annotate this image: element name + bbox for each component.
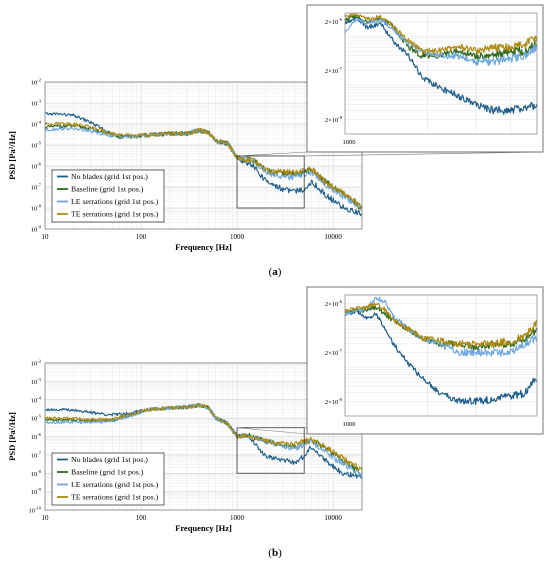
zoom-connector-line bbox=[304, 151, 544, 157]
y-tick-label: 10-3 bbox=[31, 99, 42, 108]
y-tick-label: 10-4 bbox=[31, 395, 42, 404]
y-tick-label: 10-9 bbox=[31, 487, 42, 496]
legend-label: LE serrations (grid 1st pos.) bbox=[71, 197, 159, 206]
legend-box bbox=[51, 452, 165, 506]
series-line bbox=[45, 403, 362, 473]
y-tick-label: 10-7 bbox=[31, 183, 42, 192]
inset-x-tick-label: 1000 bbox=[343, 421, 356, 428]
x-tick-label: 10 bbox=[42, 514, 50, 522]
y-tick-label: 10-8 bbox=[31, 469, 42, 478]
y-axis-title: PSD [Pa²/Hz] bbox=[7, 412, 17, 461]
x-tick-label: 1000 bbox=[230, 233, 245, 241]
zoom-connector-line bbox=[237, 427, 308, 435]
inset-y-tick-label: 2×10-6 bbox=[325, 299, 343, 308]
x-axis-title: Frequency [Hz] bbox=[175, 242, 232, 252]
inset-series-group bbox=[345, 296, 537, 405]
inset-series-line bbox=[345, 309, 537, 405]
legend-label: No blades (grid 1st pos.) bbox=[71, 172, 148, 181]
y-tick-label: 10-2 bbox=[31, 359, 41, 368]
y-tick-label: 10-3 bbox=[31, 377, 42, 386]
inset-chart: 2×10-6 2×10-7 2×10-8 1000 bbox=[306, 4, 544, 153]
series-line bbox=[45, 126, 362, 211]
series-line bbox=[45, 121, 362, 210]
y-tick-label: 10-6 bbox=[31, 162, 42, 171]
inset-y-tick-label: 2×10-7 bbox=[325, 66, 343, 75]
zoom-region-box bbox=[236, 155, 305, 209]
x-tick-label: 100 bbox=[136, 514, 147, 522]
legend-label: TE serrations (grid 1st pos.) bbox=[71, 493, 159, 502]
y-tick-label: 10-10 bbox=[29, 506, 42, 515]
legend: No blades (grid 1st pos.) Baseline (grid … bbox=[51, 169, 165, 223]
x-tick-label: 1000 bbox=[230, 514, 245, 522]
x-tick-label: 10000 bbox=[324, 514, 342, 522]
legend-box bbox=[51, 169, 165, 223]
inset-y-tick-label: 2×10-7 bbox=[325, 348, 343, 357]
y-tick-label: 10-7 bbox=[31, 450, 42, 459]
y-tick-label: 10-5 bbox=[31, 141, 42, 150]
legend: No blades (grid 1st pos.) Baseline (grid … bbox=[51, 452, 165, 506]
y-tick-label: 10-6 bbox=[31, 432, 42, 441]
panel-b-label: (b) bbox=[268, 547, 282, 559]
inset-y-tick-label: 2×10-6 bbox=[325, 17, 343, 26]
series-group bbox=[45, 112, 362, 217]
x-axis-title: Frequency [Hz] bbox=[175, 523, 232, 533]
inset-x-tick-label: 1000 bbox=[343, 139, 356, 146]
inset-series-line bbox=[345, 15, 537, 115]
inset-series-line bbox=[345, 296, 537, 357]
legend-label: TE serrations (grid 1st pos.) bbox=[71, 210, 159, 219]
legend-label: Baseline (grid 1st pos.) bbox=[71, 468, 144, 477]
inset-frame-outer bbox=[306, 286, 544, 435]
legend-label: LE serrations (grid 1st pos.) bbox=[71, 480, 159, 489]
x-tick-label: 10000 bbox=[324, 233, 342, 241]
x-tick-label: 10 bbox=[42, 233, 50, 241]
legend-label: No blades (grid 1st pos.) bbox=[71, 455, 148, 464]
panel-b-chart: 10 100 1000 10000 10-2 10-3 10-4 10-5 10-6 10-7 10… bbox=[7, 286, 544, 533]
inset-y-tick-label: 2×10-8 bbox=[325, 115, 343, 124]
y-axis-title: PSD [Pa²/Hz] bbox=[7, 131, 17, 180]
y-tick-label: 10-4 bbox=[31, 120, 42, 129]
inset-chart: 2×10-6 2×10-7 2×10-8 1000 bbox=[306, 286, 544, 435]
inset-series-line bbox=[345, 305, 537, 351]
zoom-region-box bbox=[236, 427, 305, 474]
series-group bbox=[45, 403, 362, 479]
y-tick-label: 10-2 bbox=[31, 78, 41, 87]
y-tick-label: 10-9 bbox=[31, 225, 42, 234]
x-tick-label: 100 bbox=[136, 233, 147, 241]
zoom-connector-line bbox=[237, 151, 308, 157]
inset-plot-frame bbox=[344, 294, 538, 417]
y-tick-label: 10-5 bbox=[31, 414, 42, 423]
plot-frame bbox=[44, 81, 363, 230]
inset-series-group bbox=[345, 13, 537, 115]
inset-series-line bbox=[345, 302, 537, 348]
panel-a-chart: 10 100 1000 10000 10-2 10-3 10-4 10-5 10-6 10-7 10… bbox=[7, 4, 544, 252]
y-tick-label: 10-8 bbox=[31, 204, 42, 213]
panel-a-label: (a) bbox=[268, 266, 282, 278]
inset-series-line bbox=[345, 13, 537, 55]
plot-frame bbox=[44, 362, 363, 511]
legend-label: Baseline (grid 1st pos.) bbox=[71, 185, 144, 194]
inset-y-tick-label: 2×10-8 bbox=[325, 397, 343, 406]
inset-plot-frame bbox=[344, 12, 538, 135]
series-line bbox=[45, 403, 362, 479]
